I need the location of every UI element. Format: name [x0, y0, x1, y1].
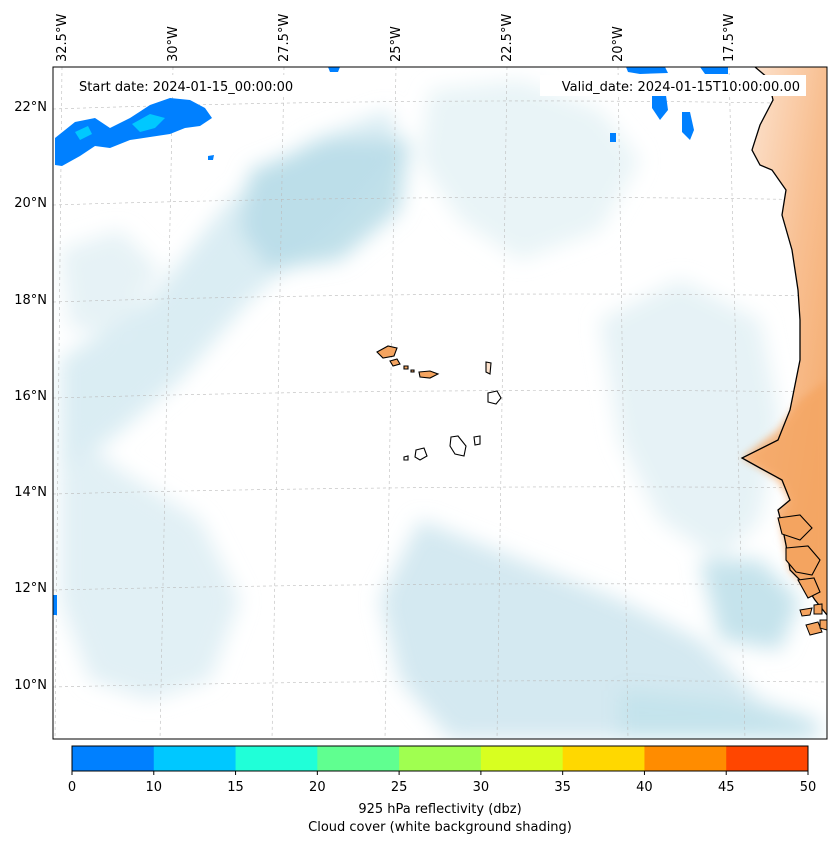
lat-label: 20°N [14, 196, 47, 211]
colorbar-tick-label: 30 [473, 780, 490, 795]
colorbar-tick-label: 35 [554, 780, 571, 795]
colorbar-tick-label: 25 [391, 780, 408, 795]
colorbar: 0 10 15 20 25 30 35 40 45 50 925 hPa reflectivity… [68, 745, 816, 835]
colorbar-segment [153, 746, 237, 771]
lat-label: 16°N [14, 389, 47, 404]
colorbar-tick-label: 20 [309, 780, 326, 795]
lon-label: 22.5°W [500, 14, 515, 62]
lon-label: 25°W [389, 26, 404, 62]
lon-label: 17.5°W [722, 14, 737, 62]
valid-date-label: Valid_date: 2024-01-15T10:00:00.00 [562, 80, 800, 95]
colorbar-tick-label: 10 [146, 780, 163, 795]
africa-landmass [740, 67, 827, 636]
colorbar-segment [726, 746, 809, 771]
lon-label: 20°W [611, 26, 626, 62]
colorbar-segment [317, 746, 400, 771]
colorbar-ticks: 0 10 15 20 25 30 35 40 45 50 [68, 771, 816, 795]
colorbar-tick-label: 40 [636, 780, 653, 795]
colorbar-segments [72, 746, 809, 771]
colorbar-tick-label: 15 [227, 780, 244, 795]
cape-verde-islands [376, 345, 502, 461]
lat-label: 10°N [14, 678, 47, 693]
colorbar-label: 925 hPa reflectivity (dbz) [358, 802, 521, 817]
colorbar-sublabel: Cloud cover (white background shading) [308, 820, 572, 835]
colorbar-segment [562, 746, 645, 771]
colorbar-segment [644, 746, 727, 771]
longitude-labels: 32.5°W 30°W 27.5°W 25°W 22.5°W 20°W 17.5… [55, 14, 737, 62]
cloud-cover-shading [60, 80, 820, 739]
latitude-labels: 22°N 20°N 18°N 16°N 14°N 12°N 10°N [14, 100, 47, 693]
map-border [52, 66, 828, 740]
lon-label: 32.5°W [55, 14, 70, 62]
colorbar-tick-label: 0 [68, 780, 76, 795]
colorbar-segment [480, 746, 564, 771]
reflectivity-echoes [53, 67, 728, 615]
lon-label: 27.5°W [277, 14, 292, 62]
lat-label: 12°N [14, 581, 47, 596]
info-header: Start date: 2024-01-15_00:00:00 Valid_da… [72, 75, 806, 96]
colorbar-segment [399, 746, 482, 771]
colorbar-tick-label: 45 [718, 780, 735, 795]
lat-label: 14°N [14, 485, 47, 500]
map-panel: Start date: 2024-01-15_00:00:00 Valid_da… [53, 67, 827, 739]
lat-label: 22°N [14, 100, 47, 115]
lon-label: 30°W [166, 26, 181, 62]
start-date-label: Start date: 2024-01-15_00:00:00 [79, 80, 293, 95]
colorbar-border [71, 745, 809, 772]
lat-label: 18°N [14, 293, 47, 308]
colorbar-tick-label: 50 [800, 780, 817, 795]
colorbar-segment [235, 746, 318, 771]
colorbar-segment [72, 746, 155, 771]
